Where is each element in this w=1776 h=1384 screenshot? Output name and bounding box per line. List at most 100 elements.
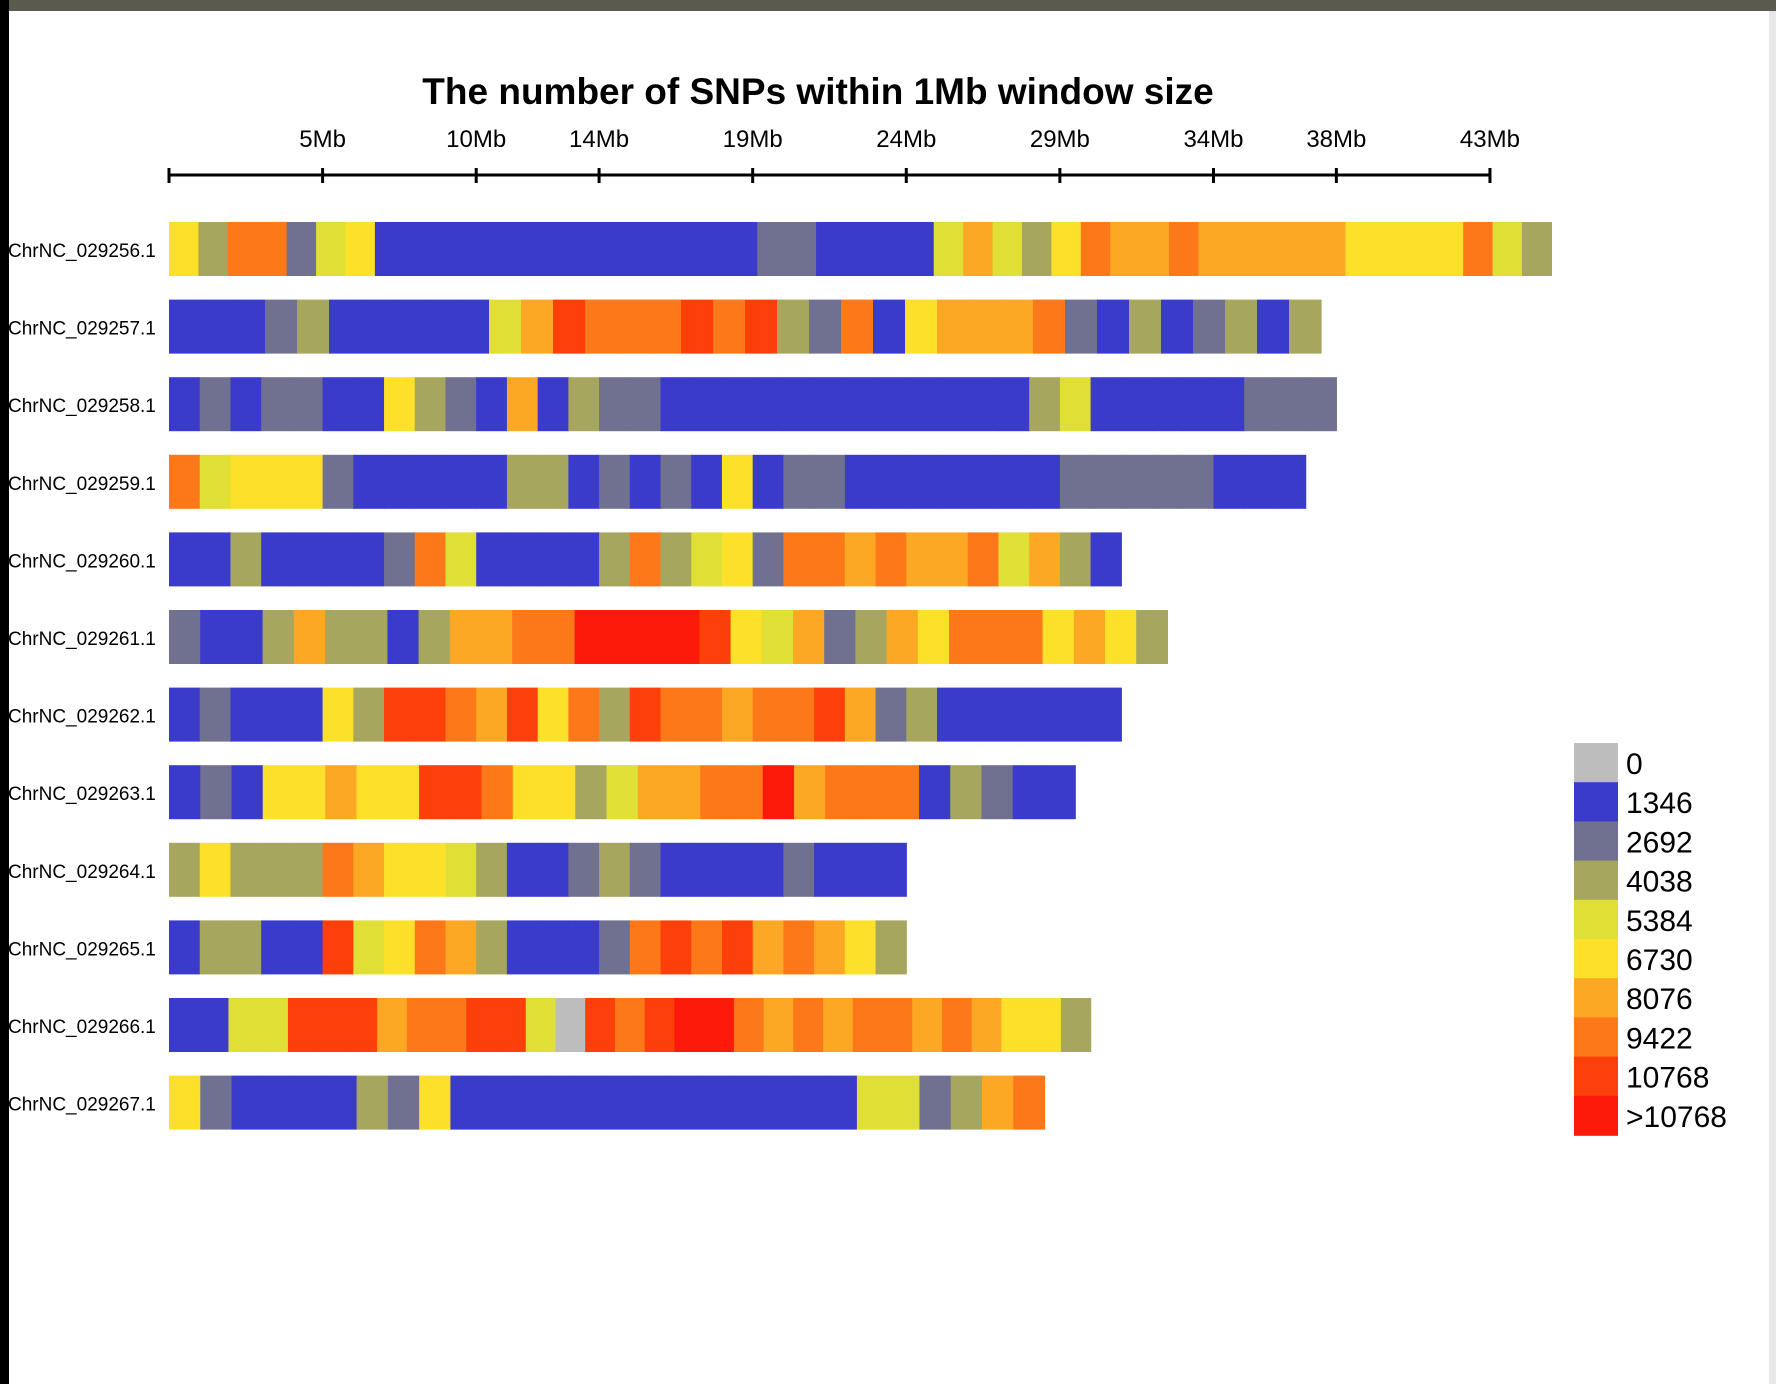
chromosome-label: ChrNC_029262.1 <box>8 707 156 728</box>
legend-label: 6730 <box>1626 944 1693 977</box>
legend-swatch <box>1574 743 1618 783</box>
snp-window-cell <box>356 1075 389 1130</box>
snp-window-cell <box>617 299 650 354</box>
snp-window-cell <box>231 610 264 664</box>
snp-window-cell <box>1152 454 1184 509</box>
snp-window-cell <box>629 920 662 975</box>
snp-window-cell <box>575 1075 608 1130</box>
chromosome-label: ChrNC_029261.1 <box>8 629 156 650</box>
snp-window-cell <box>763 1075 795 1130</box>
snp-window-cell <box>721 454 754 509</box>
x-tick-label: 14Mb <box>569 126 629 153</box>
snp-window-cell <box>745 299 778 354</box>
chromosome-row: ChrNC_029263.1 <box>8 765 1076 820</box>
snp-window-cell <box>969 299 1002 354</box>
legend-swatch <box>1574 782 1618 823</box>
snp-window-cell <box>261 454 293 509</box>
snp-window-cell <box>585 998 616 1052</box>
snp-window-cell <box>199 687 232 742</box>
snp-window-cell <box>906 454 938 509</box>
x-tick-label: 38Mb <box>1306 126 1366 153</box>
snp-window-cell <box>967 454 1000 509</box>
snp-window-cell <box>1213 454 1245 509</box>
snp-window-cell <box>644 998 675 1052</box>
snp-window-cell <box>844 532 877 587</box>
snp-window-cell <box>814 920 846 975</box>
snp-window-cell <box>691 842 723 897</box>
snp-window-cell <box>1011 610 1044 664</box>
snp-window-cell <box>322 687 354 742</box>
snp-window-cell <box>937 299 970 354</box>
snp-window-cell <box>317 998 348 1052</box>
snp-window-cell <box>506 842 539 897</box>
snp-window-cell <box>445 377 477 432</box>
snp-window-cell <box>393 299 426 354</box>
snp-window-cell <box>476 920 508 975</box>
snp-window-cell <box>169 687 201 742</box>
snp-window-cell <box>1110 222 1141 276</box>
snp-window-cell <box>1105 610 1137 664</box>
snp-window-cell <box>875 532 907 587</box>
snp-window-cell <box>699 610 732 664</box>
legend-label: 5384 <box>1626 905 1693 938</box>
snp-window-cell <box>599 454 631 509</box>
snp-window-cell <box>905 299 938 354</box>
snp-window-cell <box>200 765 233 820</box>
snp-window-cell <box>906 532 938 587</box>
chromosome-label: ChrNC_029256.1 <box>8 241 156 262</box>
snp-window-cell <box>537 454 569 509</box>
snp-window-cell <box>1012 765 1045 820</box>
snp-window-cell <box>783 454 815 509</box>
snp-window-cell <box>904 222 935 276</box>
snp-window-cell <box>937 532 969 587</box>
snp-window-cell <box>449 610 482 664</box>
snp-window-cell <box>512 1075 545 1130</box>
snp-window-cell <box>353 454 385 509</box>
snp-window-cell <box>1345 222 1376 276</box>
snp-window-cell <box>1182 377 1215 432</box>
snp-window-cell <box>450 765 483 820</box>
snp-window-cell <box>1059 532 1092 587</box>
snp-window-cell <box>809 299 842 354</box>
snp-window-cell <box>199 920 232 975</box>
snp-window-cell <box>814 454 846 509</box>
snp-window-cell <box>445 687 477 742</box>
snp-window-cell <box>844 377 877 432</box>
snp-window-cell <box>981 765 1014 820</box>
snp-window-cell <box>481 1075 514 1130</box>
snp-window-cell <box>918 765 951 820</box>
snp-window-cell <box>1029 377 1061 432</box>
x-tick-label: 34Mb <box>1183 126 1243 153</box>
snp-window-cell <box>691 687 723 742</box>
left-border <box>0 0 9 1384</box>
snp-window-cell <box>856 765 889 820</box>
snp-window-cell <box>668 610 700 664</box>
snp-window-cell <box>1152 377 1184 432</box>
snp-window-cell <box>291 687 324 742</box>
snp-window-cell <box>1316 222 1347 276</box>
snp-window-cell <box>1073 610 1106 664</box>
chromosome-label: ChrNC_029259.1 <box>8 474 156 495</box>
snp-window-cell <box>1244 454 1276 509</box>
snp-window-cell <box>1305 377 1337 432</box>
snp-window-cell <box>436 998 467 1052</box>
snp-window-cell <box>568 532 600 587</box>
snp-window-cell <box>1274 377 1307 432</box>
snp-window-cell <box>466 998 497 1052</box>
snp-window-cell <box>752 842 784 897</box>
snp-window-cell <box>971 998 1003 1052</box>
snp-window-cell <box>844 687 877 742</box>
chromosome-label: ChrNC_029260.1 <box>8 551 156 572</box>
snp-window-cell <box>841 299 874 354</box>
snp-window-cell <box>660 377 692 432</box>
snp-window-cell <box>169 920 201 975</box>
snp-window-cell <box>691 454 723 509</box>
snp-window-cell <box>199 532 232 587</box>
snp-window-cell <box>1042 610 1075 664</box>
snp-window-cell <box>629 532 662 587</box>
chromosome-label: ChrNC_029263.1 <box>8 784 156 805</box>
snp-window-cell <box>445 532 477 587</box>
snp-window-cell <box>992 222 1023 276</box>
snp-window-cell <box>825 1075 858 1130</box>
snp-window-cell <box>1080 222 1111 276</box>
